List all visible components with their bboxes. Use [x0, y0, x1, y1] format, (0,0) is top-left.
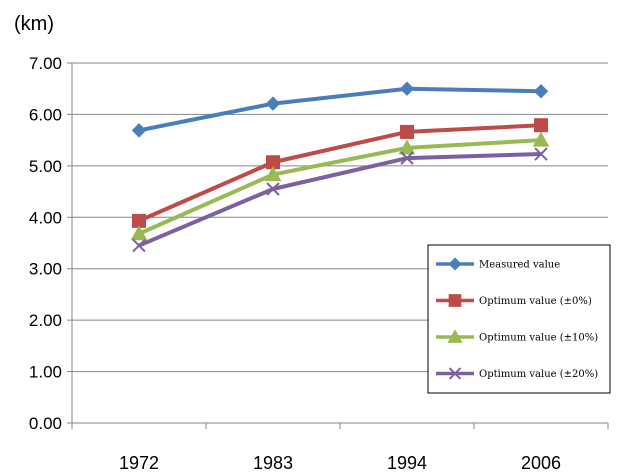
data-point [398, 139, 416, 155]
series-3 [130, 131, 550, 241]
x-tick-label: 1994 [387, 453, 427, 473]
data-point [448, 367, 462, 380]
data-point [534, 118, 548, 133]
y-tick-label: 0.00 [29, 414, 62, 433]
data-point [448, 257, 462, 271]
data-point [532, 131, 550, 147]
legend-label: Measured value [479, 260, 560, 271]
y-tick-label: 1.00 [29, 363, 62, 382]
x-tick-label: 2006 [521, 453, 561, 473]
y-axis-unit-label: (km) [14, 13, 54, 35]
series-line [138, 152, 542, 248]
axes [67, 62, 609, 429]
data-point [265, 96, 281, 111]
y-tick-labels: 0.00 1.00 2.00 3.00 4.00 5.00 6.00 7.00 [29, 54, 62, 433]
data-point [400, 151, 414, 165]
legend-entry: Optimum value (±20%) [436, 367, 598, 380]
series-1 [131, 81, 549, 138]
x-tick-label: 1972 [119, 453, 159, 473]
legend: Measured value Optimum value (±0%) Optimum… [427, 244, 611, 394]
y-tick-label: 2.00 [29, 311, 62, 330]
x-tick-labels: 1972 1983 1994 2006 [119, 453, 561, 473]
series-2 [132, 118, 548, 228]
data-point [447, 329, 463, 343]
legend-entry: Optimum value (±0%) [436, 294, 592, 307]
series-line [138, 86, 542, 133]
series-4 [132, 147, 548, 253]
legend-entry: Optimum value (±10%) [436, 329, 598, 344]
legend-label: Optimum value (±20%) [479, 369, 598, 380]
data-point [400, 124, 414, 139]
x-tick-label: 1983 [253, 453, 293, 473]
gridlines [72, 62, 608, 373]
y-tick-label: 6.00 [29, 105, 62, 124]
data-point [448, 294, 462, 307]
legend-label: Optimum value (±10%) [479, 333, 598, 344]
legend-entry: Measured value [436, 257, 560, 271]
data-point [130, 225, 148, 241]
data-point [533, 84, 549, 99]
series-lines [130, 81, 550, 253]
data-point [264, 166, 282, 182]
legend-label: Optimum value (±0%) [479, 296, 592, 307]
y-tick-label: 3.00 [29, 260, 62, 279]
legend-box [427, 244, 611, 394]
data-point [266, 182, 280, 196]
y-tick-label: 4.00 [29, 208, 62, 227]
data-point [399, 81, 415, 96]
y-tick-label: 7.00 [29, 54, 62, 73]
y-tick-label: 5.00 [29, 157, 62, 176]
data-point [131, 123, 147, 138]
data-point [534, 147, 548, 161]
series-line [138, 138, 542, 236]
series-line [138, 123, 542, 223]
data-point [132, 238, 146, 253]
